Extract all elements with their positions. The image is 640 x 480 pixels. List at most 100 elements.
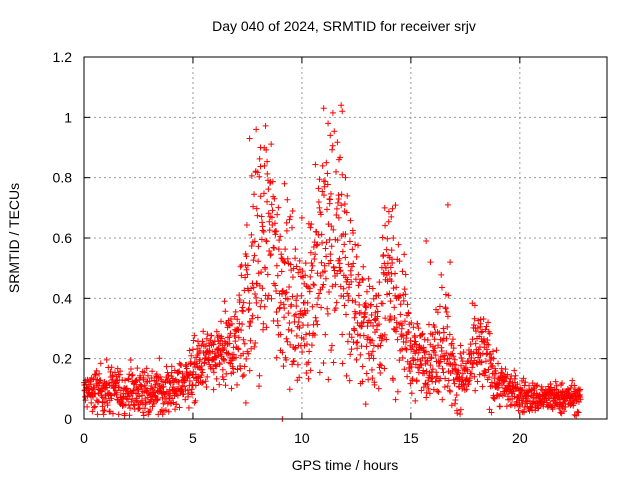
data-point bbox=[261, 303, 268, 310]
data-point bbox=[383, 336, 390, 343]
data-point bbox=[464, 368, 471, 375]
data-point bbox=[286, 386, 293, 393]
data-point bbox=[401, 366, 408, 373]
chart-title: Day 040 of 2024, SRMTID for receiver srj… bbox=[212, 18, 476, 34]
data-point bbox=[435, 342, 442, 349]
data-point bbox=[273, 308, 280, 315]
data-point bbox=[140, 374, 147, 381]
data-point bbox=[486, 406, 493, 413]
data-point bbox=[484, 376, 491, 383]
data-point bbox=[483, 346, 490, 353]
data-point bbox=[549, 406, 556, 413]
data-point bbox=[353, 356, 360, 363]
data-point bbox=[187, 360, 194, 367]
data-point bbox=[393, 324, 400, 331]
data-point bbox=[353, 253, 360, 260]
data-point bbox=[375, 385, 382, 392]
data-point bbox=[424, 357, 431, 364]
data-point bbox=[352, 241, 359, 248]
data-point bbox=[235, 346, 242, 353]
data-point bbox=[370, 342, 377, 349]
data-point bbox=[192, 397, 199, 404]
data-point bbox=[318, 259, 325, 266]
data-point bbox=[296, 325, 303, 332]
data-point bbox=[341, 302, 348, 309]
data-point bbox=[476, 371, 483, 378]
data-point bbox=[438, 348, 445, 355]
data-point bbox=[90, 404, 97, 411]
data-point bbox=[519, 386, 526, 393]
data-point bbox=[457, 411, 464, 418]
data-point bbox=[571, 411, 578, 418]
data-point bbox=[142, 399, 149, 406]
data-point bbox=[431, 349, 438, 356]
data-point bbox=[375, 321, 382, 328]
data-point bbox=[576, 392, 583, 399]
data-point bbox=[305, 375, 312, 382]
data-point bbox=[213, 375, 220, 382]
data-point bbox=[198, 363, 205, 370]
data-point bbox=[212, 362, 219, 369]
data-point bbox=[450, 376, 457, 383]
data-point bbox=[315, 232, 322, 239]
data-point bbox=[430, 386, 437, 393]
data-point bbox=[452, 362, 459, 369]
data-point bbox=[331, 128, 338, 135]
data-point bbox=[303, 341, 310, 348]
data-point bbox=[412, 338, 419, 345]
data-point bbox=[315, 199, 322, 206]
data-point bbox=[485, 366, 492, 373]
data-point bbox=[314, 301, 321, 308]
data-point bbox=[434, 387, 441, 394]
data-point bbox=[341, 200, 348, 207]
data-point bbox=[240, 299, 247, 306]
data-point bbox=[245, 350, 252, 357]
data-point bbox=[486, 374, 493, 381]
data-point bbox=[567, 385, 574, 392]
data-point bbox=[232, 338, 239, 345]
data-point bbox=[314, 270, 321, 277]
data-point bbox=[253, 205, 260, 212]
data-point bbox=[324, 181, 331, 188]
data-point bbox=[313, 242, 320, 249]
data-point bbox=[220, 376, 227, 383]
data-point bbox=[443, 350, 450, 357]
data-point bbox=[339, 171, 346, 178]
data-point bbox=[285, 310, 292, 317]
data-point bbox=[466, 375, 473, 382]
data-point bbox=[263, 324, 270, 331]
data-point bbox=[413, 341, 420, 348]
data-point bbox=[380, 252, 387, 259]
data-point bbox=[377, 342, 384, 349]
data-point bbox=[281, 314, 288, 321]
data-point bbox=[382, 222, 389, 229]
data-point bbox=[397, 301, 404, 308]
data-point bbox=[449, 336, 456, 343]
data-point bbox=[289, 361, 296, 368]
data-point bbox=[240, 308, 247, 315]
data-point bbox=[407, 337, 414, 344]
data-point bbox=[107, 391, 114, 398]
data-point bbox=[240, 336, 247, 343]
data-point bbox=[186, 347, 193, 354]
data-point bbox=[109, 410, 116, 417]
data-point bbox=[294, 361, 301, 368]
data-point bbox=[125, 375, 132, 382]
data-point bbox=[425, 385, 432, 392]
data-point bbox=[116, 384, 123, 391]
data-point bbox=[306, 285, 313, 292]
data-point bbox=[404, 373, 411, 380]
y-tick-label: 1 bbox=[64, 109, 72, 125]
data-point bbox=[315, 295, 322, 302]
data-point bbox=[440, 329, 447, 336]
data-point bbox=[377, 370, 384, 377]
data-point bbox=[490, 355, 497, 362]
data-point bbox=[318, 304, 325, 311]
data-point bbox=[292, 311, 299, 318]
data-point bbox=[426, 390, 433, 397]
data-point bbox=[210, 341, 217, 348]
data-point bbox=[304, 299, 311, 306]
data-point bbox=[117, 387, 124, 394]
data-point bbox=[210, 369, 217, 376]
data-point bbox=[355, 282, 362, 289]
